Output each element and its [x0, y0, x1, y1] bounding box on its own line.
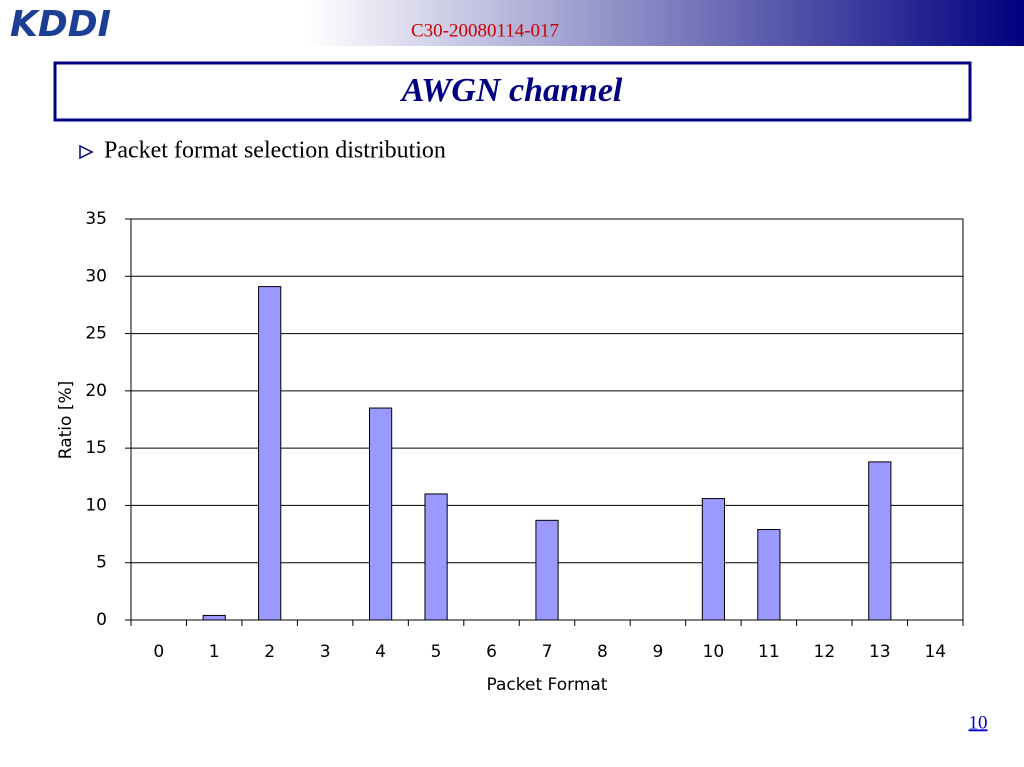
bar — [258, 286, 282, 621]
bar — [701, 498, 725, 621]
x-tick-label: 10 — [703, 642, 725, 662]
x-tick-label: 5 — [431, 642, 442, 662]
bar — [868, 461, 892, 621]
bullet-text: Packet format selection distribution — [104, 138, 446, 164]
bar — [424, 493, 448, 621]
y-tick-label: 0 — [96, 610, 107, 630]
y-tick-label: 30 — [85, 266, 107, 286]
slide-title: AWGN channel — [400, 72, 623, 109]
doc-id: C30-20080114-017 — [411, 20, 559, 41]
x-tick-label: 14 — [924, 642, 946, 662]
x-tick-label: 6 — [486, 642, 497, 662]
x-tick-label: 0 — [153, 642, 164, 662]
bar — [202, 614, 226, 621]
x-tick-label: 8 — [597, 642, 608, 662]
x-tick-label: 3 — [320, 642, 331, 662]
y-tick-label: 20 — [85, 381, 107, 401]
bullet-icon — [79, 144, 94, 160]
x-tick-label: 13 — [869, 642, 891, 662]
title-box — [53, 61, 972, 122]
x-tick-label: 4 — [375, 642, 386, 662]
y-tick-label: 35 — [85, 209, 107, 229]
y-tick-label: 15 — [85, 438, 107, 458]
x-tick-label: 2 — [264, 642, 275, 662]
bar — [757, 528, 781, 621]
logo: KDDI — [10, 4, 111, 45]
y-tick-label: 5 — [96, 553, 107, 573]
x-axis-label: Packet Format — [487, 675, 608, 695]
page-number[interactable]: 10 — [969, 712, 988, 733]
header-band — [0, 0, 1024, 46]
y-tick-label: 10 — [85, 495, 107, 515]
bar — [369, 407, 393, 621]
y-tick-label: 25 — [85, 324, 107, 344]
y-axis-label: Ratio [%] — [56, 381, 76, 459]
x-tick-label: 11 — [758, 642, 780, 662]
x-tick-label: 1 — [209, 642, 220, 662]
x-tick-label: 9 — [653, 642, 664, 662]
x-tick-label: 7 — [542, 642, 553, 662]
x-tick-label: 12 — [814, 642, 836, 662]
bar — [535, 519, 559, 621]
